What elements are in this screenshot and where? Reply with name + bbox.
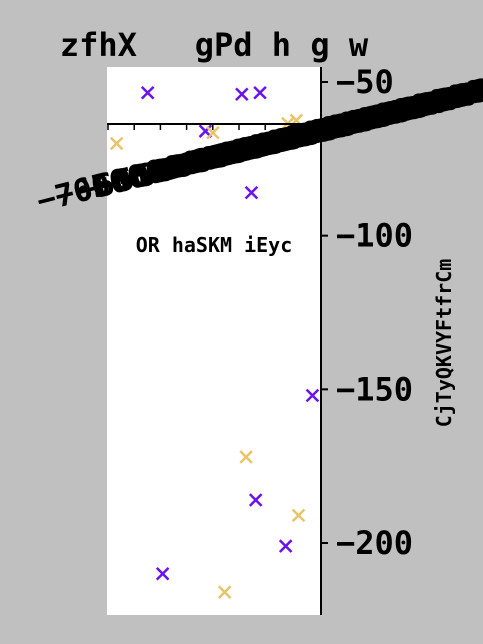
y-tick-label: −50: [336, 63, 394, 101]
scatter-point: [217, 585, 232, 599]
scatter-point: [155, 566, 170, 581]
scatter-point: [239, 450, 253, 464]
chart-title: zfhX gPd h g w: [60, 26, 369, 64]
scatter-point: [206, 125, 220, 140]
annotation-text: OR haSKM iEyc: [136, 233, 293, 257]
y-axis-label: CjTyQKVYFtfrCm: [432, 259, 456, 428]
scatter-point: [291, 508, 306, 523]
scatter-point: [305, 388, 320, 403]
scatter-point: [109, 136, 124, 151]
scatter-point: [244, 185, 259, 200]
y-ticks: −50 −100 −150 −200: [321, 63, 413, 562]
scatter-point: [248, 493, 263, 507]
plot-area: [107, 67, 321, 615]
scatter-point: [278, 539, 293, 553]
scatter-point: [235, 87, 249, 102]
scatter-point: [253, 85, 267, 100]
points-layer: [109, 85, 320, 599]
y-tick-label: −100: [336, 217, 413, 255]
scatter-point: [140, 85, 155, 100]
y-tick-label: −200: [336, 524, 413, 562]
y-tick-label: −150: [336, 370, 413, 408]
